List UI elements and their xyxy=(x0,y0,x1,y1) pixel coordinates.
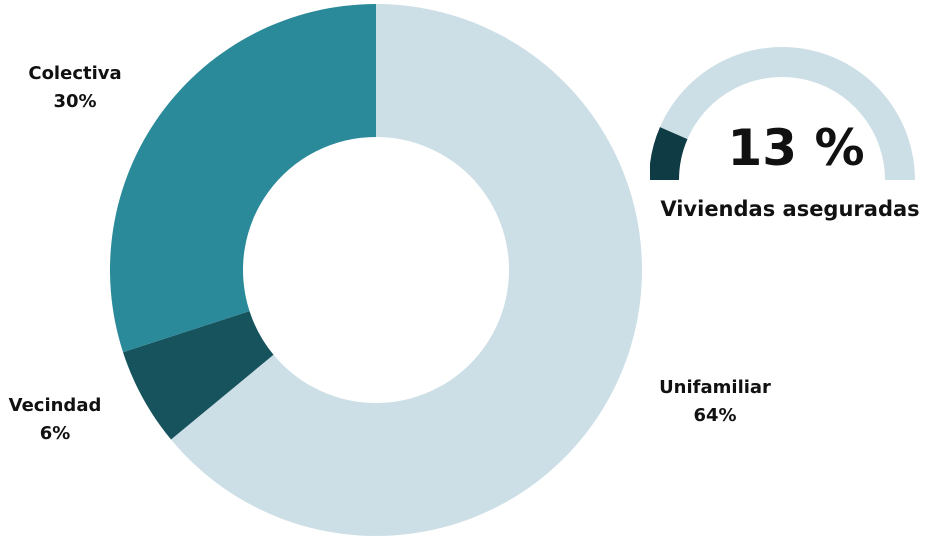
gauge-chart xyxy=(650,47,915,181)
gauge-value: 13 % xyxy=(727,119,865,177)
donut-slice-vecindad xyxy=(123,311,274,440)
slice-value-vecindad: 6% xyxy=(39,423,71,444)
gauge-label: Viviendas aseguradas xyxy=(660,197,920,221)
slice-label-vecindad: Vecindad 6% xyxy=(0,392,110,448)
slice-value-colectiva: 30% xyxy=(53,91,97,112)
gauge-track xyxy=(659,47,915,181)
slice-name-vecindad: Vecindad xyxy=(8,395,102,416)
slice-name-unifamiliar: Unifamiliar xyxy=(659,377,771,398)
slice-value-unifamiliar: 64% xyxy=(693,405,737,426)
slice-label-unifamiliar: Unifamiliar 64% xyxy=(640,374,790,430)
slice-label-colectiva: Colectiva 30% xyxy=(10,60,140,116)
slice-name-colectiva: Colectiva xyxy=(28,63,122,84)
donut-slice-unifamiliar xyxy=(171,4,643,536)
gauge-fill xyxy=(650,127,688,181)
donut-slice-colectiva xyxy=(109,4,377,353)
